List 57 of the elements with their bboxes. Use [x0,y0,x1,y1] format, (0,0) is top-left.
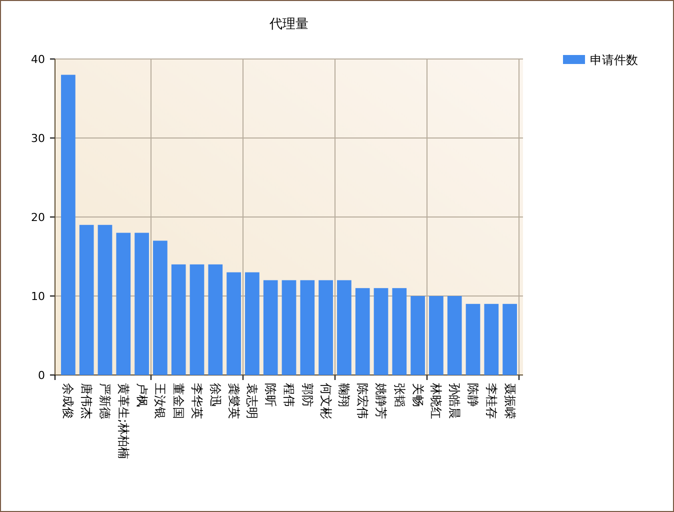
bar [263,280,278,375]
y-tick-label: 30 [31,132,45,145]
bar [300,280,315,375]
bar [245,272,260,375]
bar [355,288,370,375]
y-tick-label: 40 [31,53,45,66]
bar [502,304,517,375]
bar [318,280,333,375]
x-tick-label: 余成俊 [61,383,76,419]
bar [153,240,168,375]
bar [116,232,131,375]
bar [79,224,94,375]
x-tick-label: 程伟 [282,383,296,407]
bar [226,272,241,375]
x-tick-label: 董金国 [172,383,186,419]
x-tick-label: 唐伟杰 [80,383,94,419]
bar [282,280,296,375]
x-tick-label: 鞠翔 [337,383,352,407]
x-tick-label: 龚燮英 [226,383,241,419]
y-tick-label: 20 [31,211,45,224]
title: 代理量 [270,17,308,32]
bar [190,264,204,375]
x-tick-label: 何文彬 [318,383,333,419]
x-tick-label: 卢枫 [134,383,149,407]
x-tick-label: 陈宏伟 [356,383,370,419]
x-tick-label: 关畅 [410,383,425,407]
x-tick-label: 袁志明 [245,383,260,419]
x-tick-label: 张韬 [392,383,406,407]
bar [410,296,425,375]
bar [208,264,223,375]
y-tick-label: 10 [31,290,45,303]
bar [466,304,480,375]
y-tick-label: 0 [38,369,45,382]
x-tick-label: 李华英 [190,383,204,419]
x-tick-label: 黄革生;林柏楠 [116,383,130,460]
x-tick-label: 姚静芳 [374,383,388,419]
bar [447,296,462,375]
bar [374,288,388,375]
x-tick-label: 严新德 [98,383,112,419]
bar [337,280,352,375]
bar [98,224,112,375]
bar [134,232,149,375]
x-tick-label: 陈静 [466,383,480,407]
x-tick-label: 王汝银 [153,383,168,419]
legend-label: 申请件数 [590,53,638,67]
bar [392,288,407,375]
bar [484,304,499,375]
x-tick-label: 聂振嵘 [502,383,517,419]
x-tick-label: 徐迅 [208,383,222,407]
bar [171,264,186,375]
bar [61,74,76,375]
x-tick-label: 林晓红 [429,382,444,419]
bar [429,296,444,375]
x-tick-label: 孙皓晨 [448,383,462,419]
x-tick-label: 陈昕 [264,383,278,407]
x-tick-label: 郭防 [300,383,314,407]
x-tick-label: 李桂存 [484,383,498,419]
